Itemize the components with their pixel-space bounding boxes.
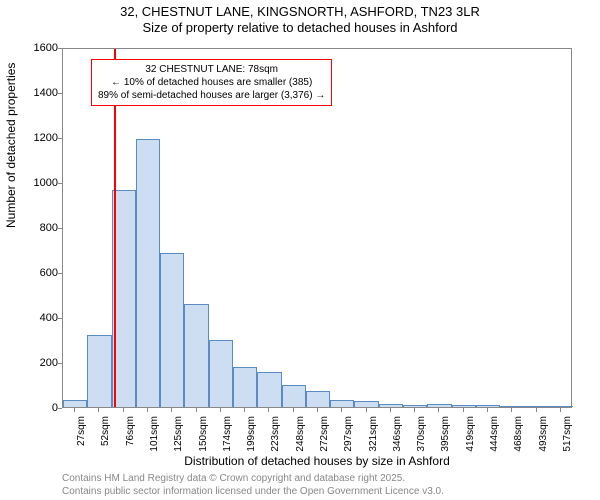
y-tick-mark (58, 363, 62, 364)
histogram-bar (549, 406, 573, 407)
annotation-box: 32 CHESTNUT LANE: 78sqm← 10% of detached… (91, 59, 332, 106)
x-tick-mark (147, 408, 148, 412)
x-tick-mark (196, 408, 197, 412)
x-tick-mark (268, 408, 269, 412)
x-tick-mark (123, 408, 124, 412)
y-tick-mark (58, 273, 62, 274)
annotation-line1: 32 CHESTNUT LANE: 78sqm (98, 63, 325, 76)
y-tick-label: 1600 (18, 42, 58, 54)
histogram-bar (452, 405, 476, 407)
x-tick-mark (341, 408, 342, 412)
x-tick-mark (414, 408, 415, 412)
x-tick-mark (511, 408, 512, 412)
x-tick-mark (293, 408, 294, 412)
y-tick-label: 800 (18, 222, 58, 234)
chart-container: 32, CHESTNUT LANE, KINGSNORTH, ASHFORD, … (0, 0, 600, 500)
title-subtitle: Size of property relative to detached ho… (0, 20, 600, 36)
histogram-bar (403, 405, 427, 407)
y-tick-mark (58, 138, 62, 139)
histogram-bar (476, 405, 500, 407)
y-tick-label: 1200 (18, 132, 58, 144)
x-tick-mark (98, 408, 99, 412)
histogram-bar (282, 385, 306, 407)
y-tick-mark (58, 93, 62, 94)
y-tick-label: 400 (18, 312, 58, 324)
histogram-bar (87, 335, 111, 407)
histogram-bar (136, 139, 160, 408)
y-axis-label: Number of detached properties (4, 63, 18, 228)
x-tick-mark (317, 408, 318, 412)
histogram-bar (500, 406, 524, 407)
chart-title: 32, CHESTNUT LANE, KINGSNORTH, ASHFORD, … (0, 0, 600, 37)
plot-area: 32 CHESTNUT LANE: 78sqm← 10% of detached… (62, 48, 572, 408)
histogram-bar (233, 367, 257, 407)
y-tick-label: 0 (18, 402, 58, 414)
y-tick-mark (58, 408, 62, 409)
x-axis-label: Distribution of detached houses by size … (62, 454, 572, 468)
y-tick-mark (58, 228, 62, 229)
y-tick-label: 1400 (18, 87, 58, 99)
x-tick-mark (220, 408, 221, 412)
y-tick-label: 200 (18, 357, 58, 369)
y-tick-mark (58, 48, 62, 49)
x-tick-mark (366, 408, 367, 412)
annotation-line3: 89% of semi-detached houses are larger (… (98, 89, 325, 102)
histogram-bar (354, 401, 378, 407)
histogram-bar (209, 340, 233, 407)
y-tick-mark (58, 318, 62, 319)
annotation-line2: ← 10% of detached houses are smaller (38… (98, 76, 325, 89)
histogram-bar (330, 400, 354, 407)
x-tick-mark (438, 408, 439, 412)
histogram-bar (306, 391, 330, 407)
histogram-bar (524, 406, 548, 407)
histogram-bar (160, 253, 184, 407)
histogram-bar (379, 404, 403, 407)
y-tick-mark (58, 183, 62, 184)
histogram-bar (184, 304, 208, 407)
x-tick-mark (244, 408, 245, 412)
x-tick-mark (536, 408, 537, 412)
histogram-bar (427, 404, 451, 407)
histogram-bar (257, 372, 281, 407)
x-tick-mark (74, 408, 75, 412)
x-tick-mark (171, 408, 172, 412)
x-tick-mark (560, 408, 561, 412)
y-tick-label: 600 (18, 267, 58, 279)
footer-line1: Contains HM Land Registry data © Crown c… (62, 473, 444, 486)
x-tick-mark (390, 408, 391, 412)
title-address: 32, CHESTNUT LANE, KINGSNORTH, ASHFORD, … (0, 4, 600, 20)
y-tick-label: 1000 (18, 177, 58, 189)
footer-line2: Contains public sector information licen… (62, 486, 444, 499)
x-tick-mark (463, 408, 464, 412)
x-tick-mark (487, 408, 488, 412)
histogram-bar (63, 400, 87, 407)
footer-attribution: Contains HM Land Registry data © Crown c… (62, 473, 444, 498)
